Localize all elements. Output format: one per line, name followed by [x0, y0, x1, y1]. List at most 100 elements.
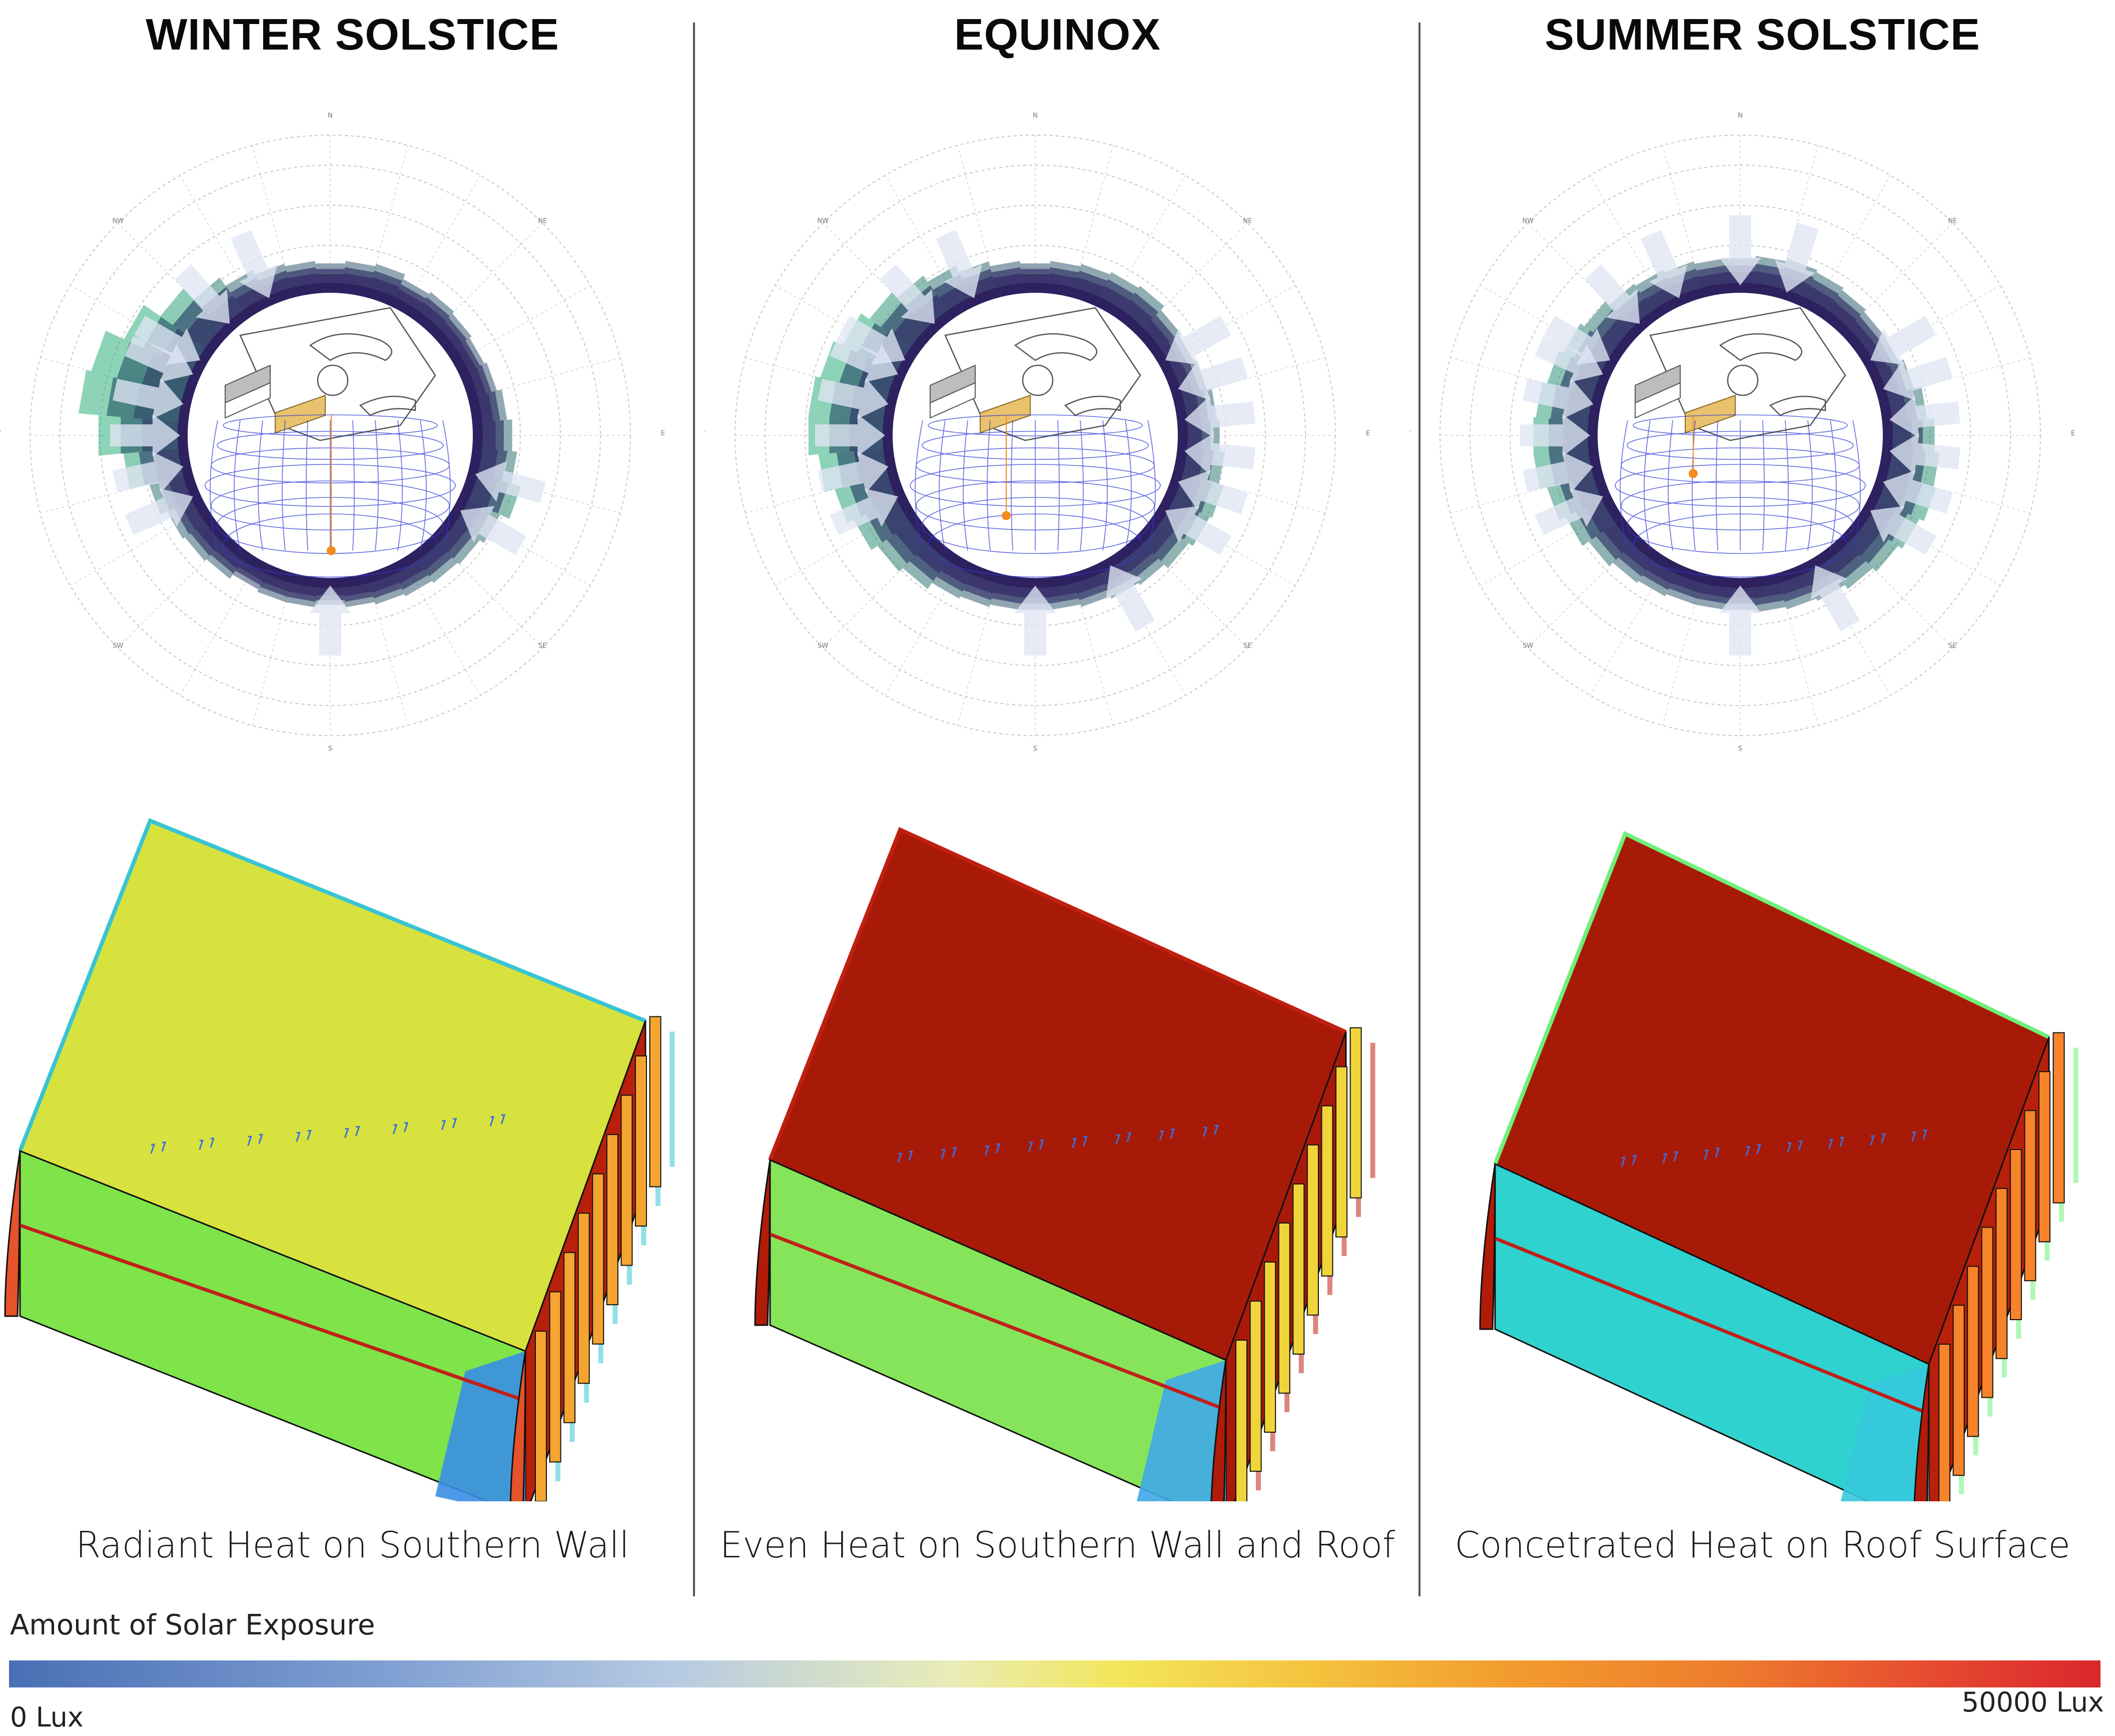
building-solar-analysis-model: [754, 827, 1375, 1501]
grid-ray: [407, 175, 481, 301]
compass-label: NW: [112, 218, 124, 225]
wind-arrow-icon: [110, 414, 180, 456]
legend-title: Amount of Solar Exposure: [10, 1609, 375, 1641]
wind-rose-petal: [468, 367, 486, 396]
roof-vent-icon: [1621, 1154, 1637, 1167]
sunpath-hour-line: [1147, 420, 1156, 551]
wind-rose-petal: [1623, 543, 1653, 571]
compass-label: E: [2071, 430, 2075, 437]
wind-rose-sunpath-diagram: NSEWNENWSESW: [0, 112, 665, 753]
end-wall-band: [1494, 1237, 1930, 1416]
end-wall-band: [769, 1233, 1227, 1412]
sunpath-hour-line: [1057, 420, 1060, 551]
wind-arrow-icon: [1585, 264, 1640, 324]
wind-arrow-icon: [1719, 586, 1761, 656]
roof-vent-icon: [1202, 1124, 1219, 1137]
facade-fin: [592, 1173, 604, 1345]
wind-rose-petal: [417, 543, 447, 571]
sunpath-hour-line: [1644, 420, 1651, 551]
roof-edge-trim: [18, 818, 646, 1152]
wind-rose-sunpath-diagram: NSEWNENWSESW: [705, 112, 1370, 753]
grid-ray: [1662, 585, 1701, 726]
site-plan-circle: [1727, 364, 1759, 396]
grid-ray: [180, 569, 253, 696]
grid-ray: [1849, 223, 1953, 326]
wind-rose-petal: [477, 393, 494, 422]
sunpath-hour-line: [282, 420, 286, 551]
panel-caption: Radiant Heat on Southern Wall: [76, 1524, 629, 1566]
site-plan-path: [1769, 395, 1826, 416]
site-plan-circle: [317, 364, 349, 396]
wind-rose-petal: [1753, 583, 1783, 599]
roof-vent-icon: [1159, 1128, 1175, 1141]
grid-ray: [1075, 145, 1114, 286]
panel-title: WINTER SOLSTICE: [146, 10, 559, 59]
wind-rose-petal: [1074, 277, 1105, 297]
facade-fin: [620, 1094, 633, 1266]
roof-vent-icon: [897, 1150, 913, 1163]
sunpath-hour-line: [1102, 420, 1108, 551]
wind-arrow-icon: [1106, 565, 1155, 632]
facade-fin: [2009, 1149, 2022, 1321]
building-end-wall-shade: [435, 1351, 525, 1501]
wind-arrow-icon: [134, 315, 201, 365]
sunpath-hour-line: [258, 420, 263, 551]
legend-max-label: 50000 Lux: [1961, 1686, 2104, 1718]
wind-rose-petal: [1646, 560, 1676, 584]
wind-arrow-icon: [309, 586, 351, 656]
building-end-wall: [19, 1149, 526, 1501]
facade-panel: [1370, 1042, 1375, 1178]
grid-ray: [370, 585, 409, 726]
wind-rose-petal: [1804, 286, 1835, 311]
sunpath-hour-line: [1807, 420, 1813, 551]
sun-position-marker: [327, 546, 336, 555]
grid-circle: [1510, 205, 1971, 666]
sunpath-hour-line: [442, 420, 451, 551]
wind-arrow-icon: [818, 451, 889, 493]
facade-fin: [1264, 1261, 1276, 1433]
facade-fin: [635, 1055, 647, 1227]
sunpath-hour-line: [1852, 420, 1861, 551]
roof-vent-icon: [1787, 1140, 1803, 1152]
roof-vent-icon: [199, 1137, 215, 1150]
wind-rose-petal: [916, 543, 948, 573]
site-plan-path: [309, 333, 393, 361]
sunpath-hour-line: [1011, 420, 1013, 551]
sunpath-hour-line: [915, 420, 923, 551]
wind-arrow-icon: [1520, 414, 1590, 456]
grid-ray: [370, 145, 409, 286]
wind-rose-petal: [1143, 319, 1170, 348]
wind-arrow-icon: [935, 230, 982, 298]
grid-circle: [765, 165, 1306, 706]
wind-rose-petal: [1021, 274, 1050, 284]
compass-label: S: [328, 745, 332, 753]
site-building: [930, 382, 976, 419]
wind-rose-petal: [1671, 573, 1701, 593]
compass-label: SW: [113, 642, 123, 650]
wind-rose-petal: [1122, 543, 1153, 571]
wind-rose-petal: [1143, 522, 1173, 554]
compass-label: S: [1033, 745, 1037, 753]
roof-edge-trim: [768, 827, 1347, 1161]
wind-arrow-icon: [1523, 451, 1594, 493]
grid-ray: [1780, 585, 1819, 726]
building-end-wall-shade: [1840, 1364, 1929, 1501]
building-end-wall-shade: [1136, 1360, 1226, 1501]
wind-rose-petal: [394, 560, 424, 584]
wind-arrow-icon: [475, 461, 546, 503]
building-solar-analysis-model: [1479, 831, 2078, 1501]
compass-label: SE: [538, 642, 546, 650]
target-building: [1685, 394, 1736, 434]
grid-ray: [1590, 569, 1663, 696]
sunpath-hour-line: [210, 420, 218, 551]
wind-rose-petal: [1122, 299, 1153, 328]
compass-label: NE: [1243, 218, 1252, 225]
building-end-wall: [769, 1159, 1227, 1501]
facade-fin: [563, 1252, 576, 1423]
compass-label: S: [1738, 745, 1742, 753]
facade-panel: [669, 1031, 675, 1167]
wind-arrow-icon: [1165, 315, 1232, 365]
wind-arrow-icon: [1535, 488, 1603, 535]
end-buttress: [4, 1150, 21, 1317]
facade-fin: [1967, 1266, 1979, 1437]
